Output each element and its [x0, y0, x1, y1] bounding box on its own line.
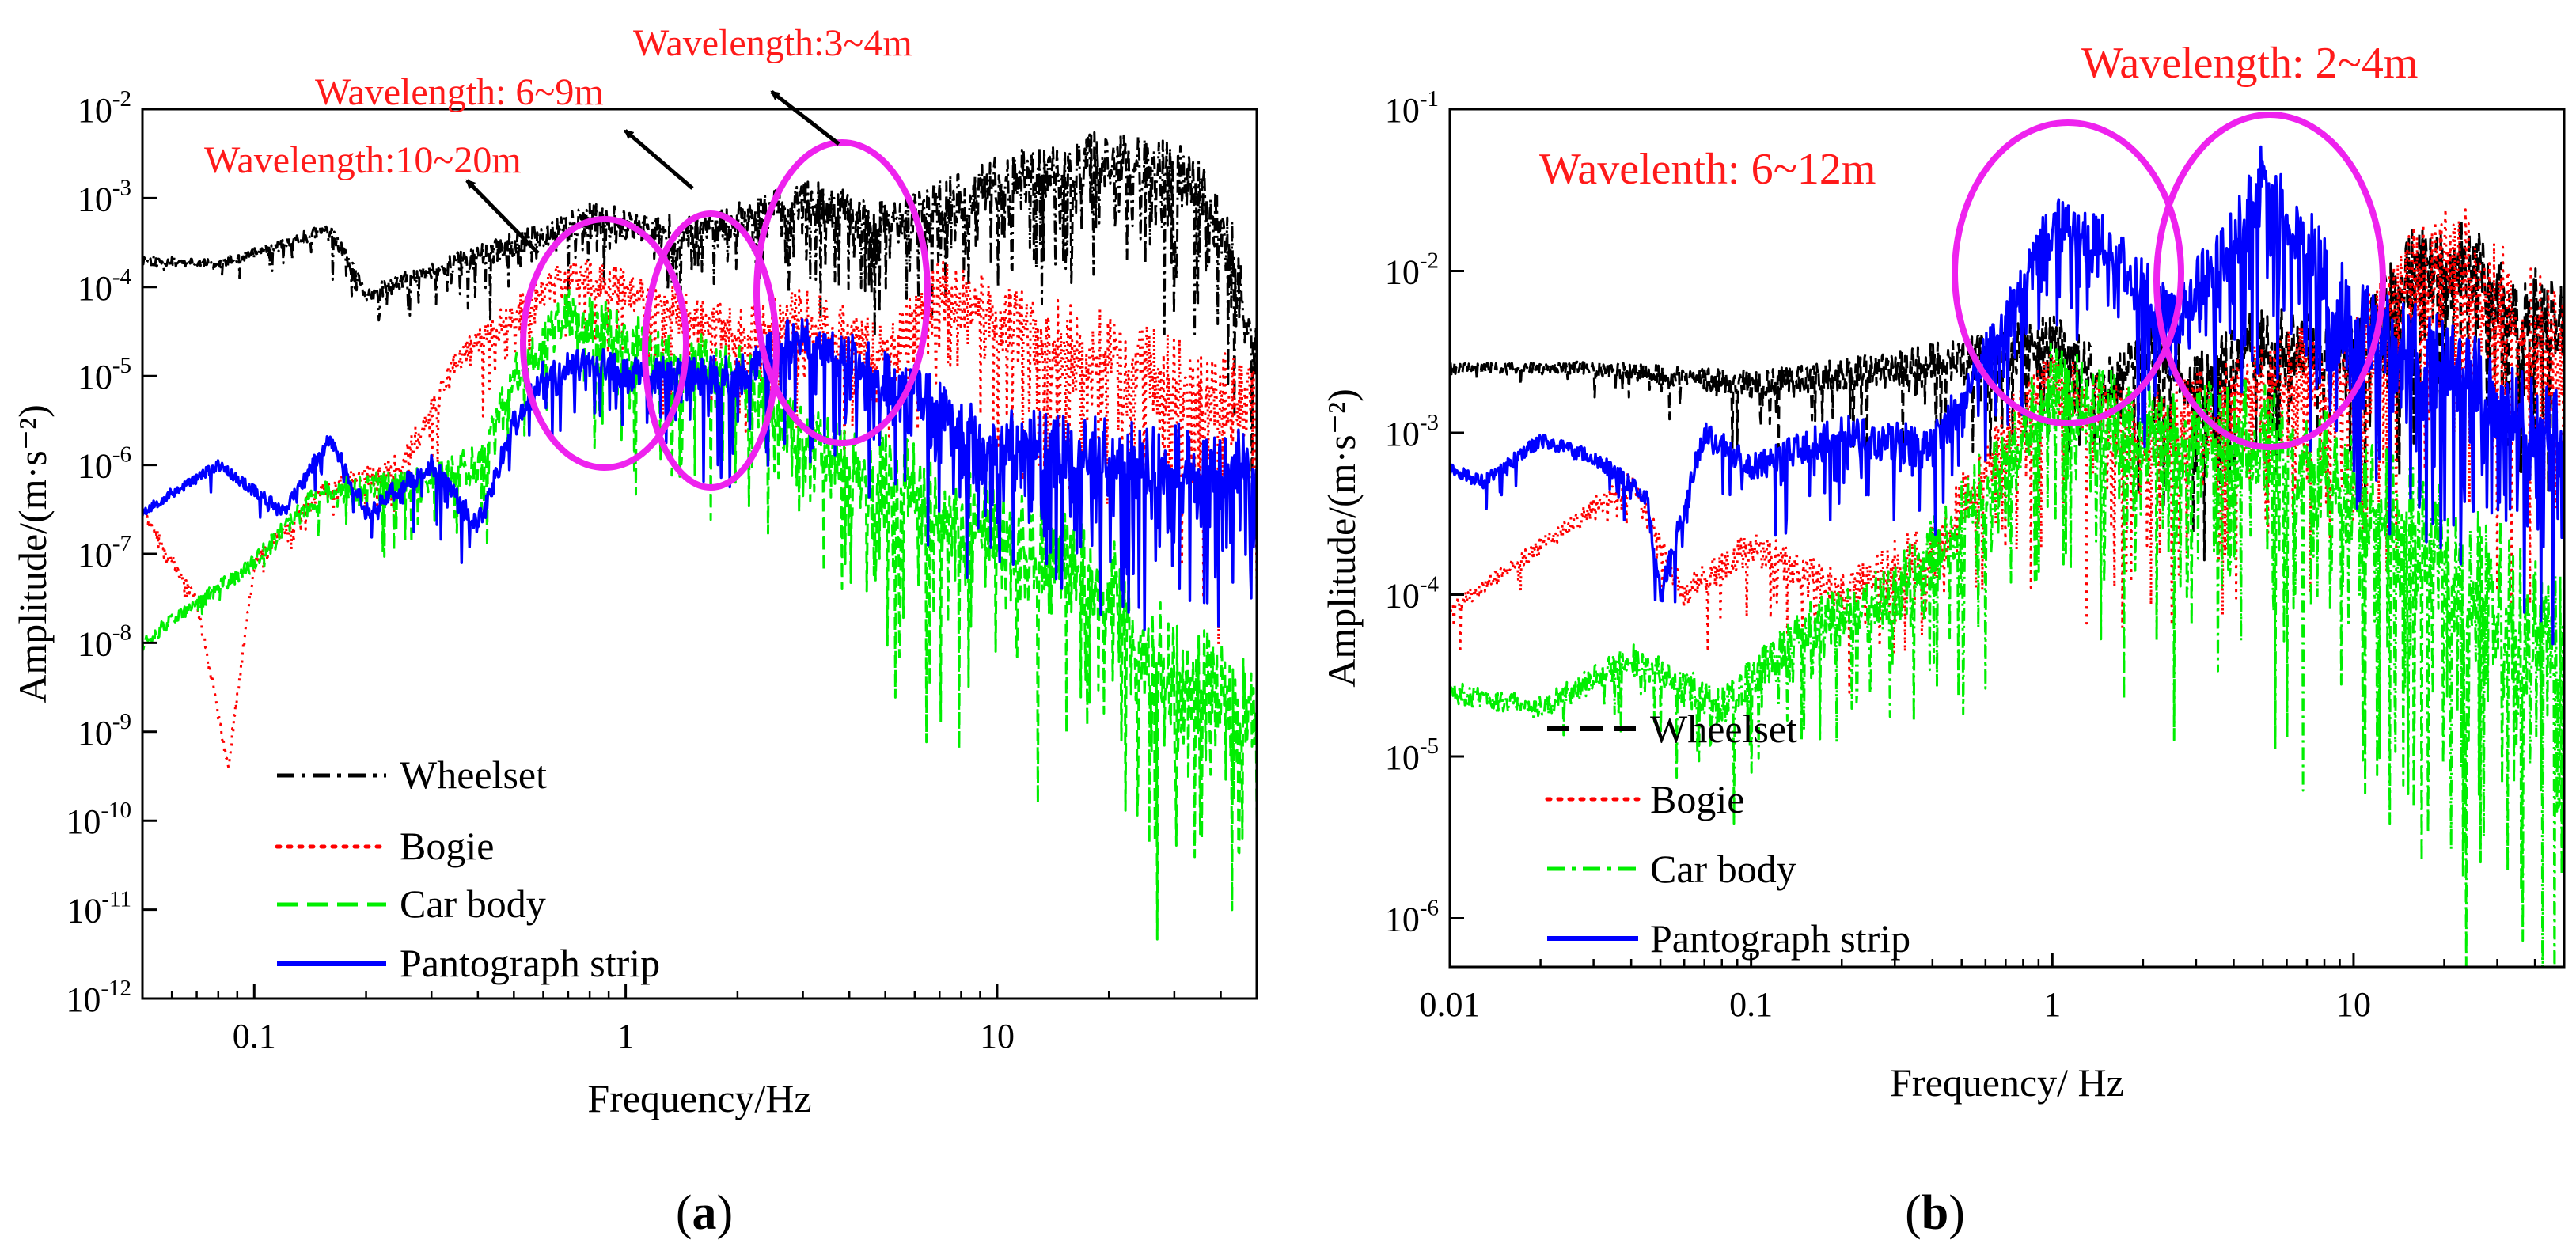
y-tick-label: 10-5: [1385, 734, 1439, 777]
series-line-car-body: [1450, 343, 2564, 967]
caption-letter-b: b: [1922, 1186, 1948, 1240]
y-tick-label: 10-6: [78, 442, 131, 486]
annotation-wavelength-6-9: Wavelength: 6~9m: [315, 71, 604, 113]
x-tick-label: 1: [2043, 985, 2061, 1024]
y-tick-label: 10-3: [1385, 410, 1439, 453]
annotation-arrow: [465, 179, 540, 255]
highlight-ellipse: [2153, 112, 2386, 450]
panel-caption-b: (b): [1905, 1186, 1965, 1240]
ticks-b: 0.01 0.1 1 10 10-6 10-5 10-4 10-3 10-2 10-1: [1385, 86, 2566, 1024]
chart-panel-b: 0.01 0.1 1 10 10-6 10-5 10-4 10-3 10-2 10-1 Wavel…: [1319, 39, 2566, 1240]
annotation-arrow: [770, 90, 840, 146]
series-group-b: [1450, 145, 2564, 967]
series-line-bogie: [1450, 207, 2564, 694]
y-tick-label: 10-1: [1385, 86, 1439, 130]
y-tick-label: 10-8: [78, 620, 131, 663]
legend-b: Wheelset Bogie Car body Pantograph strip: [1545, 707, 1910, 961]
chart-panel-a: 0.1 1 10 10-12 10-11 10-10 10-9 10-8 10-7 10-6 10-…: [10, 22, 1258, 1240]
y-tick-label: 10-2: [78, 86, 131, 130]
legend-label-car-body: Car body: [1650, 847, 1796, 891]
legend-label-pantograph-strip: Pantograph strip: [400, 941, 660, 985]
highlight-ellipse: [520, 216, 689, 471]
annotation-arrow: [624, 129, 694, 190]
legend-label-car-body: Car body: [400, 881, 546, 926]
panel-caption-a: (a): [676, 1186, 733, 1240]
y-tick-label: 10-5: [78, 353, 131, 396]
x-tick-label: 10: [980, 1017, 1015, 1056]
series-line-car-body: [142, 289, 1257, 941]
x-tick-label: 1: [617, 1017, 635, 1056]
caption-letter-a: a: [692, 1186, 717, 1240]
series-group-a: [142, 131, 1257, 941]
x-tick-label: 0.01: [1420, 985, 1481, 1024]
y-tick-label: 10-2: [1385, 248, 1439, 291]
legend-a: Wheelset Bogie Car body Pantograph strip: [275, 752, 660, 985]
plot-frame-b: [1448, 108, 2566, 969]
x-tick-label: 0.1: [233, 1017, 276, 1056]
series-line-pantograph-strip: [142, 318, 1257, 631]
series-line-wheelset: [142, 131, 1257, 506]
y-tick-label: 10-4: [78, 264, 132, 308]
annotation-wavelength-3-4: Wavelength:3~4m: [633, 22, 912, 64]
legend-label-bogie: Bogie: [400, 824, 494, 868]
highlight-ellipse: [753, 139, 931, 446]
x-axis-title-b: Frequency/ Hz: [1890, 1060, 2124, 1105]
x-tick-label: 0.1: [1729, 985, 1773, 1024]
annotation-wavelength-2-4: Wavelength: 2~4m: [2081, 39, 2418, 88]
y-tick-label: 10-3: [78, 175, 131, 218]
x-tick-label: 10: [2336, 985, 2371, 1024]
y-axis-title-b: Amplitude/(m·s⁻²): [1319, 389, 1364, 687]
legend-label-bogie: Bogie: [1650, 777, 1744, 821]
legend-label-wheelset: Wheelset: [1650, 707, 1797, 751]
highlight-ellipse: [1952, 119, 2184, 426]
y-tick-label: 10-12: [66, 976, 131, 1019]
y-tick-label: 10-11: [66, 887, 131, 931]
y-tick-label: 10-4: [1385, 571, 1440, 615]
series-line-pantograph-strip: [1450, 145, 2564, 646]
y-tick-label: 10-6: [1385, 895, 1439, 938]
y-axis-title-a: Amplitude/(m·s⁻²): [10, 404, 55, 703]
x-axis-title-a: Frequency/Hz: [587, 1076, 811, 1120]
annotation-wavelength-10-20: Wavelength:10~20m: [204, 139, 522, 181]
y-tick-label: 10-9: [78, 709, 131, 752]
caption-paren-close: ): [1948, 1186, 1965, 1240]
legend-label-pantograph-strip: Pantograph strip: [1650, 916, 1910, 961]
legend-label-wheelset: Wheelset: [400, 752, 547, 797]
caption-paren-open: (: [676, 1186, 692, 1240]
y-tick-label: 10-7: [78, 531, 131, 574]
highlight-ellipse: [642, 210, 780, 491]
annotation-wavelength-6-12: Wavelenth: 6~12m: [1539, 145, 1876, 194]
y-tick-label: 10-10: [66, 798, 131, 841]
caption-paren-open: (: [1905, 1186, 1922, 1240]
ticks-a: 0.1 1 10 10-12 10-11 10-10 10-9 10-8 10-7 10-6 10-…: [66, 86, 1258, 1056]
caption-paren-close: ): [717, 1186, 734, 1240]
